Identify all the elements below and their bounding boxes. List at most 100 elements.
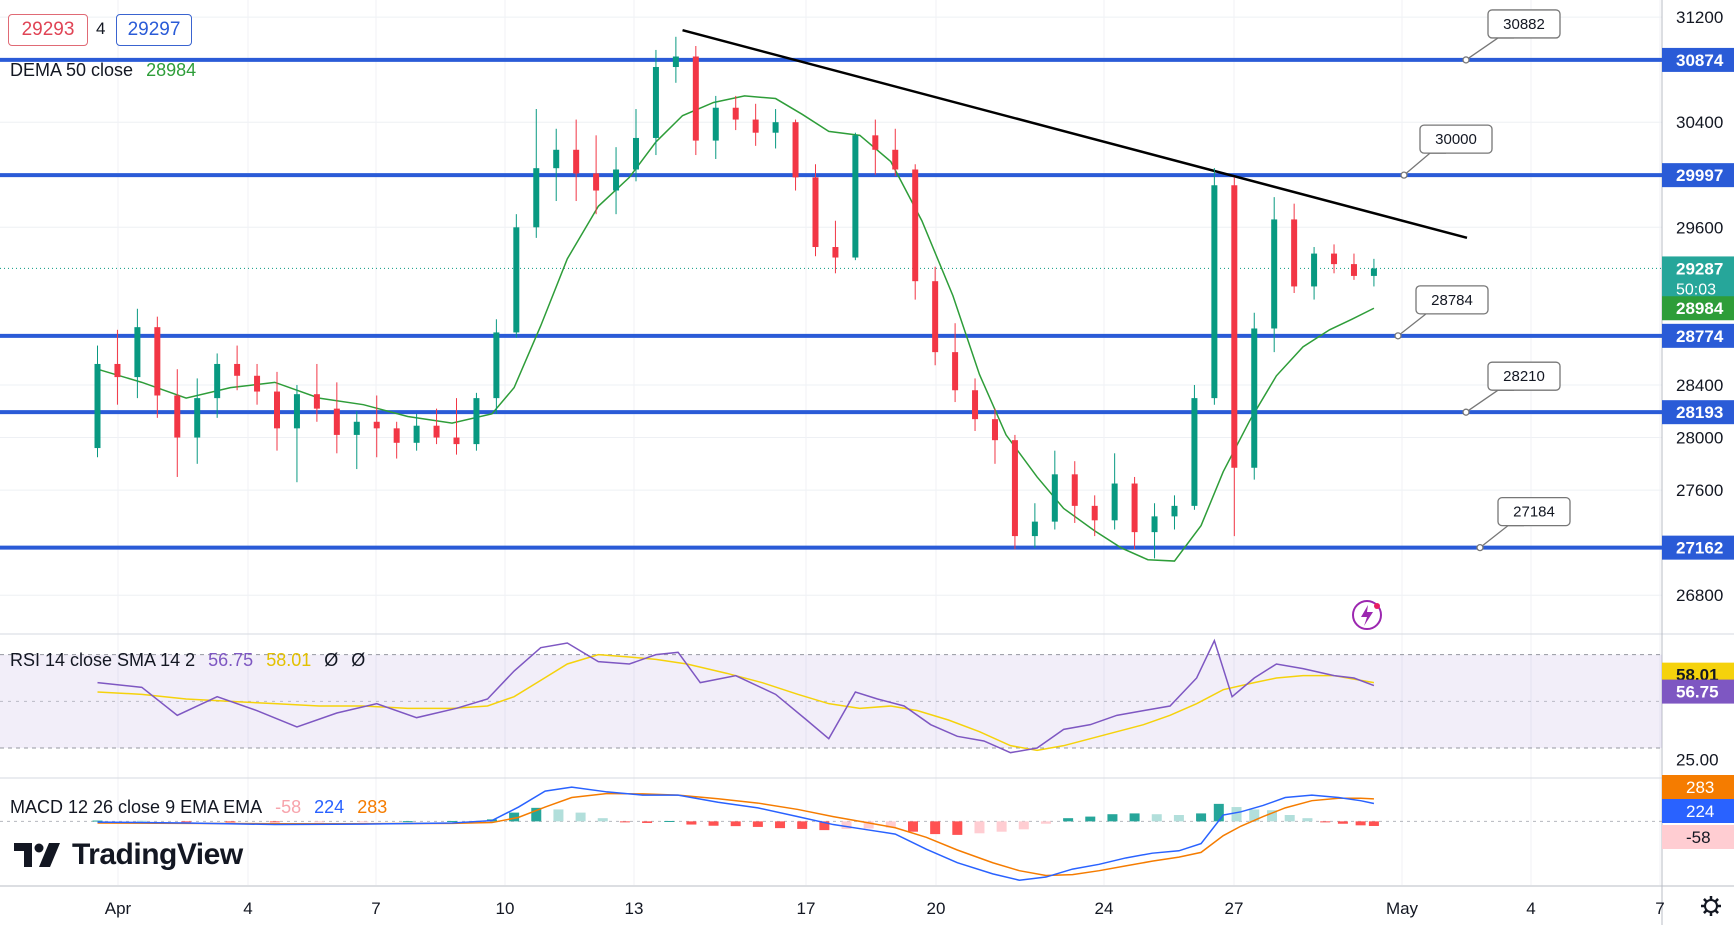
callout-anchor: [1476, 543, 1484, 552]
callout-pointer: [1465, 37, 1514, 61]
candle-body: [234, 363, 241, 376]
price-tick-label: 30400: [1676, 113, 1723, 132]
callout-box: [1487, 361, 1561, 391]
rsi-axis-label-box: [1662, 679, 1734, 704]
tradingview-logo[interactable]: TradingView: [14, 838, 243, 872]
macd-histogram-bar: [1249, 809, 1260, 822]
lightning-icon-bolt: [1361, 605, 1373, 626]
macd-histogram-bar: [1284, 815, 1295, 822]
candle-body: [632, 137, 639, 170]
price-pane: 30882 30000 28784 28210 27184: [0, 9, 1662, 630]
macd-histogram-bar: [686, 821, 697, 825]
ask-price-button[interactable]: 29297: [116, 14, 192, 46]
candle-body: [1291, 219, 1298, 287]
candle-body: [94, 363, 101, 449]
price-tick-label: 28400: [1676, 376, 1723, 395]
candle-body: [1011, 440, 1018, 537]
candle-body: [593, 173, 600, 191]
macd-histogram-bar: [314, 821, 325, 823]
settings-gear-icon[interactable]: [1701, 896, 1721, 916]
rsi-tick-label: 25.00: [1676, 751, 1719, 770]
dema-legend[interactable]: DEMA 50 close 28984: [10, 60, 204, 81]
rsi-legend-extra2: Ø: [351, 650, 366, 670]
time-axis: Apr 4 7 10 13 17 20 24 27 May 4 7: [105, 896, 1721, 918]
macd-histogram-bar: [1173, 815, 1184, 822]
macd-histogram-bar: [1213, 803, 1224, 822]
candle-body: [1031, 521, 1038, 537]
callout-label: 30000: [1435, 131, 1477, 148]
price-tick-label: 26800: [1676, 586, 1723, 605]
macd-histogram-bar: [775, 821, 786, 829]
price-tick-label: 28000: [1676, 429, 1723, 448]
candle-body: [692, 56, 699, 141]
time-tick-label: 7: [371, 899, 380, 918]
macd-histogram-bar: [819, 821, 830, 831]
candle-body: [313, 394, 320, 409]
macd-histogram-bar: [730, 821, 741, 827]
candle-body: [1131, 483, 1138, 533]
macd-histogram-bar: [225, 821, 236, 823]
macd-histogram-bar: [269, 821, 280, 823]
macd-histogram-bar: [1355, 821, 1366, 826]
callout-box: [1415, 285, 1489, 315]
macd-histogram-bar: [1107, 814, 1118, 822]
rsi-legend[interactable]: RSI 14 close SMA 14 2 56.75 58.01 Ø Ø: [10, 650, 373, 671]
bid-price-button[interactable]: 29293: [8, 14, 88, 46]
macd-histogram-bar: [907, 821, 918, 832]
candle-body: [1211, 185, 1218, 399]
price-tick-label: 27600: [1676, 481, 1723, 500]
macd-histogram-bar: [92, 820, 103, 822]
macd-axis-label: -58: [1686, 828, 1711, 847]
rsi-legend-label: RSI 14 close SMA 14 2: [10, 650, 196, 670]
macd-histogram-bar: [619, 821, 630, 823]
rsi-axis-label: 56.75: [1676, 683, 1719, 702]
candle-body: [991, 419, 998, 441]
candle-body: [1331, 253, 1338, 265]
callout-label: 28784: [1431, 292, 1473, 309]
time-tick-label: 20: [927, 899, 946, 918]
macd-histogram-bar: [996, 821, 1007, 832]
candle-body: [772, 122, 779, 133]
dema-line: [97, 95, 1375, 562]
settings-gear-tooth: [1714, 909, 1719, 914]
macd-histogram-bar: [1320, 821, 1331, 823]
tradingview-logo-text: TradingView: [72, 838, 243, 871]
rsi-legend-extra1: Ø: [324, 650, 339, 670]
candle-body: [433, 425, 440, 438]
macd-histogram-bar: [402, 821, 413, 823]
price-axis-label-box: [1662, 163, 1734, 188]
macd-histogram-bar: [952, 821, 963, 835]
candle-body: [1051, 474, 1058, 522]
time-tick-label: Apr: [105, 899, 132, 918]
macd-histogram-bar: [863, 821, 874, 829]
macd-axis-label: 283: [1686, 778, 1714, 797]
candle-body: [732, 107, 739, 120]
candle-body: [812, 177, 819, 248]
candle-body: [533, 168, 540, 228]
macd-legend-signal: 283: [357, 797, 388, 817]
macd-histogram-bar: [930, 821, 941, 835]
lightning-icon-dot: [1374, 603, 1380, 609]
callout-anchor: [1462, 56, 1470, 64]
settings-gear-tooth: [1703, 909, 1708, 914]
macd-axis-label-box: [1662, 799, 1734, 823]
macd-histogram-bar: [797, 821, 808, 829]
price-axis-label: 29287: [1676, 259, 1723, 278]
macd-legend[interactable]: MACD 12 26 close 9 EMA EMA -58 224 283: [10, 797, 395, 818]
macd-histogram-bar: [509, 812, 520, 822]
macd-histogram-bar: [553, 809, 564, 822]
candle-body: [353, 421, 360, 435]
trendline: [682, 29, 1468, 240]
candle-body: [1251, 328, 1258, 468]
dema-legend-label: DEMA 50 close: [10, 60, 134, 80]
candle-body: [932, 281, 939, 353]
macd-histogram-bar: [531, 807, 542, 822]
candle-body: [1111, 483, 1118, 521]
candle-body: [792, 122, 799, 178]
candle-body: [752, 119, 759, 133]
price-axis-label-box: [1662, 323, 1734, 348]
candle-body: [453, 437, 460, 445]
callout-anchor: [1394, 332, 1402, 340]
